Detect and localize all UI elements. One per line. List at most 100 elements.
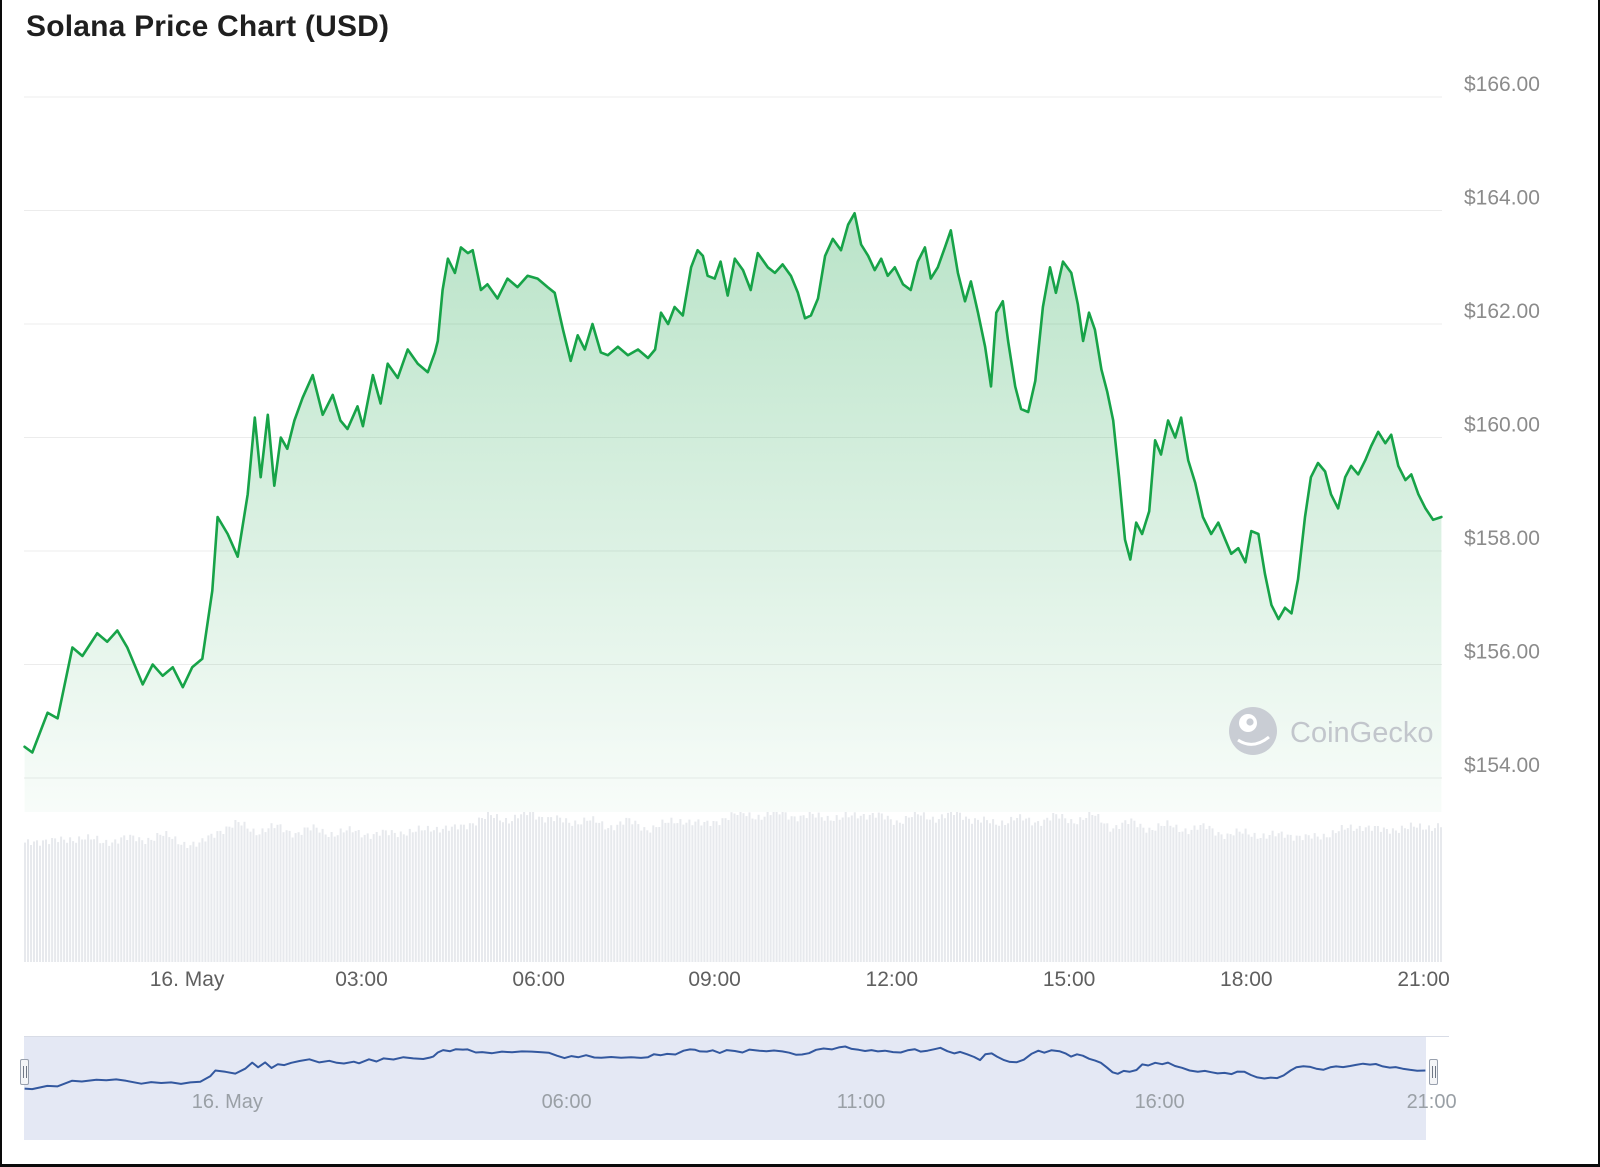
volume-bar [1148, 827, 1151, 962]
volume-bars [24, 812, 1442, 962]
volume-bar [814, 817, 817, 962]
volume-bar [354, 830, 357, 962]
volume-bar [396, 837, 399, 962]
volume-bar [998, 825, 1001, 962]
volume-bar [459, 824, 462, 962]
volume-bar [928, 819, 931, 962]
volume-bar [1235, 828, 1238, 962]
volume-bar [1425, 829, 1427, 962]
volume-bar [977, 819, 979, 962]
volume-bar [1301, 840, 1304, 962]
volume-bar [610, 825, 613, 962]
volume-bar [778, 814, 781, 962]
volume-bar [249, 831, 252, 962]
navigator-canvas[interactable]: 16. May 06:00 11:00 16:00 21:00 [2, 1036, 1600, 1148]
volume-bar [267, 828, 270, 962]
volume-bar [156, 833, 159, 962]
volume-bar [1415, 827, 1418, 962]
volume-bar [697, 819, 700, 962]
volume-bar [694, 821, 697, 962]
volume-bar [1437, 823, 1439, 962]
volume-bar [538, 816, 541, 962]
volume-bar [865, 819, 868, 962]
volume-bar [216, 831, 219, 962]
volume-bar [1070, 819, 1073, 962]
volume-bar [1340, 825, 1343, 962]
volume-bar [462, 824, 465, 962]
volume-bar [1139, 823, 1142, 962]
volume-bar [679, 819, 682, 962]
volume-bar [201, 838, 204, 962]
volume-bar [913, 812, 916, 962]
volume-bar [1181, 831, 1184, 962]
volume-bar [1115, 825, 1118, 962]
navigator-axis-label: 16:00 [1135, 1091, 1185, 1113]
volume-bar [550, 817, 553, 962]
coingecko-watermark: CoinGecko [1228, 706, 1433, 761]
x-axis-label: 06:00 [512, 968, 565, 991]
volume-bar [784, 812, 787, 962]
volume-bar [1112, 828, 1115, 962]
volume-bar [637, 824, 640, 962]
volume-bar [631, 824, 634, 962]
volume-bar [255, 835, 258, 962]
volume-bar [541, 817, 544, 962]
volume-bar [384, 830, 387, 962]
volume-bar [1310, 838, 1313, 962]
volume-bar [84, 839, 87, 962]
volume-bar [613, 830, 616, 962]
volume-bar [1193, 825, 1196, 962]
volume-bar [676, 823, 679, 962]
volume-bar [1100, 822, 1103, 962]
volume-bar [1250, 836, 1253, 962]
volume-bar [622, 824, 625, 962]
price-chart-canvas[interactable]: $166.00 $164.00 $162.00 $160.00 $158.00 $156.… [2, 0, 1600, 1030]
volume-bar [649, 832, 652, 962]
volume-bar [1397, 832, 1400, 962]
volume-bar [420, 830, 423, 962]
x-axis-label: 21:00 [1397, 968, 1450, 991]
volume-bar [1022, 820, 1025, 962]
volume-bar [910, 817, 913, 962]
volume-bar [1010, 816, 1013, 962]
volume-bar [634, 820, 637, 962]
volume-bar [715, 821, 718, 962]
volume-bar [81, 839, 84, 962]
volume-bar [45, 839, 47, 962]
volume-bar [547, 817, 550, 962]
volume-bar [751, 818, 754, 962]
volume-bar [1121, 822, 1124, 962]
volume-bar [1376, 826, 1379, 962]
volume-bar [796, 821, 799, 962]
volume-bar [1169, 825, 1172, 962]
navigator-mask[interactable] [24, 1036, 1426, 1140]
volume-bar [1428, 825, 1430, 962]
volume-bar [360, 837, 363, 962]
volume-bar [411, 832, 414, 962]
volume-bar [1106, 823, 1109, 962]
volume-bar [986, 820, 988, 962]
volume-bar [983, 816, 985, 962]
navigator-left-handle[interactable] [20, 1059, 29, 1085]
volume-bar [1160, 825, 1163, 962]
volume-bar [670, 817, 673, 962]
volume-bar [604, 829, 607, 962]
volume-bar [487, 812, 489, 962]
volume-bar [523, 812, 526, 962]
volume-bar [441, 828, 444, 962]
volume-bar [688, 819, 691, 962]
volume-bar [1304, 834, 1307, 962]
volume-bar [736, 815, 739, 962]
volume-bar [607, 828, 610, 962]
volume-bar [919, 815, 922, 962]
volume-bar [709, 826, 712, 962]
volume-bar [772, 812, 775, 962]
volume-bar [1388, 833, 1391, 962]
y-axis-label: $160.00 [1464, 414, 1540, 437]
volume-bar [1271, 830, 1274, 962]
navigator-right-handle[interactable] [1429, 1059, 1438, 1085]
volume-bar [1343, 829, 1346, 962]
volume-bar [246, 828, 249, 962]
volume-bar [309, 830, 312, 962]
volume-bar [369, 838, 372, 962]
